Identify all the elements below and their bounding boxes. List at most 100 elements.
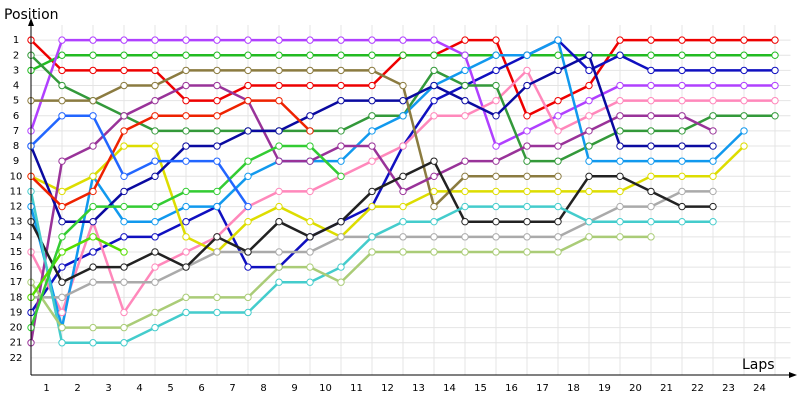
lap-marker — [523, 81, 531, 90]
x-tick-label: 14 — [443, 383, 456, 394]
lap-marker — [678, 36, 686, 44]
lap-marker — [213, 127, 221, 135]
lap-marker — [58, 278, 66, 286]
x-axis-label: Laps — [742, 357, 775, 373]
lap-marker — [399, 202, 407, 211]
lap-marker — [89, 112, 97, 120]
lap-marker — [647, 66, 655, 75]
lap-marker — [740, 127, 748, 135]
lap-marker — [709, 202, 717, 211]
lap-marker — [523, 233, 531, 241]
chart-title: Position — [4, 7, 59, 23]
lap-marker — [771, 51, 779, 59]
lap-marker — [368, 187, 376, 196]
lap-marker — [58, 36, 66, 44]
lap-marker — [368, 142, 376, 150]
x-tick-label: 13 — [412, 383, 425, 394]
lap-marker — [368, 157, 376, 165]
x-tick-label: 22 — [691, 383, 704, 394]
lap-marker — [120, 339, 128, 347]
lap-marker — [151, 81, 159, 90]
lap-marker — [244, 96, 252, 105]
lap-marker — [430, 96, 438, 105]
lap-marker — [709, 187, 717, 196]
lap-marker — [368, 112, 376, 120]
lap-marker — [523, 66, 531, 75]
lap-marker — [399, 142, 407, 150]
lap-marker — [182, 96, 190, 105]
y-tick-label: 17 — [10, 277, 23, 288]
lap-marker — [554, 157, 562, 165]
lap-marker — [523, 112, 531, 120]
lap-marker — [616, 142, 624, 150]
lap-marker — [213, 142, 221, 150]
lap-marker — [771, 96, 779, 105]
lap-marker — [368, 202, 376, 211]
lap-marker — [554, 51, 562, 59]
lap-marker — [151, 157, 159, 165]
lap-marker — [58, 217, 66, 226]
lap-marker — [585, 96, 593, 105]
lap-marker — [678, 157, 686, 165]
lap-marker — [585, 81, 593, 90]
x-tick-label: 20 — [629, 383, 642, 394]
lap-marker — [461, 112, 469, 120]
lap-marker — [182, 187, 190, 196]
lap-marker — [430, 202, 438, 211]
y-tick-label: 10 — [10, 171, 23, 182]
x-tick-label: 6 — [198, 383, 204, 394]
y-tick-label: 16 — [10, 262, 23, 273]
lap-marker — [275, 36, 283, 44]
lap-marker — [89, 172, 97, 181]
lap-marker — [275, 81, 283, 90]
lap-marker — [678, 187, 686, 196]
x-tick-label: 18 — [567, 383, 580, 394]
lap-marker — [337, 36, 345, 44]
lap-marker — [337, 81, 345, 90]
lap-marker — [585, 51, 593, 59]
y-tick-label: 15 — [10, 247, 23, 258]
lap-marker — [244, 51, 252, 59]
lap-marker — [461, 96, 469, 105]
x-tick-label: 10 — [319, 383, 332, 394]
lap-marker — [213, 96, 221, 105]
lap-marker — [58, 233, 66, 241]
lap-marker — [306, 36, 314, 44]
lap-marker — [368, 66, 376, 75]
lap-marker — [151, 51, 159, 59]
lap-marker — [306, 81, 314, 90]
lap-marker — [151, 112, 159, 120]
x-axis-arrow — [789, 372, 797, 378]
lap-marker — [120, 308, 128, 317]
lap-marker — [678, 96, 686, 105]
lap-marker — [740, 142, 748, 150]
y-tick-label: 8 — [13, 141, 19, 152]
lap-marker — [399, 36, 407, 44]
lap-marker — [182, 127, 190, 135]
lap-marker — [399, 217, 407, 226]
lap-marker — [275, 157, 283, 165]
lap-marker — [492, 96, 500, 105]
lap-marker — [182, 36, 190, 44]
y-tick-label: 11 — [10, 186, 23, 197]
lap-marker — [678, 81, 686, 90]
lap-marker — [89, 202, 97, 211]
series-line — [30, 144, 745, 254]
lap-marker — [492, 202, 500, 211]
lap-marker — [554, 127, 562, 135]
x-tick-label: 16 — [505, 383, 518, 394]
lap-marker — [461, 202, 469, 211]
lap-marker — [182, 51, 190, 59]
y-tick-label: 9 — [13, 156, 19, 167]
lap-marker — [647, 36, 655, 44]
y-tick-label: 4 — [13, 81, 19, 92]
lap-marker — [120, 81, 128, 90]
lap-marker — [616, 217, 624, 226]
lap-marker — [337, 278, 345, 286]
lap-marker — [709, 157, 717, 165]
lap-marker — [461, 36, 469, 44]
lap-marker — [151, 66, 159, 75]
lap-marker — [430, 112, 438, 120]
lap-marker — [430, 66, 438, 75]
